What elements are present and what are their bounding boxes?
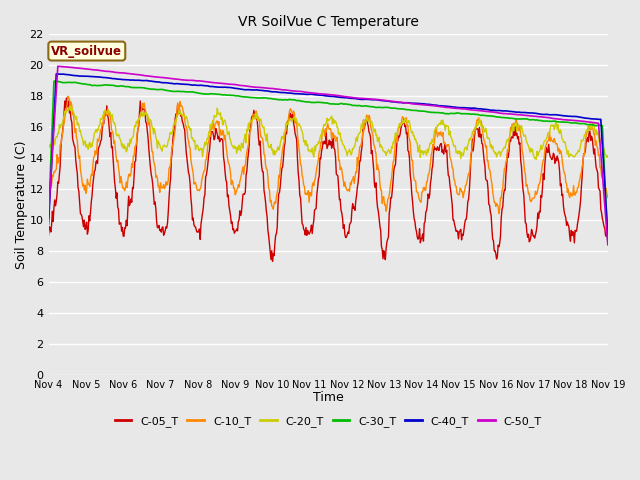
C-50_T	[413, 101, 421, 107]
C-20_T	[532, 156, 540, 162]
C-50_T	[397, 99, 404, 105]
C-10_T	[55, 155, 63, 161]
Line: C-10_T: C-10_T	[49, 96, 608, 214]
Text: VR_soilvue: VR_soilvue	[51, 45, 122, 58]
C-05_T	[604, 232, 612, 238]
C-50_T	[54, 63, 61, 69]
C-40_T	[170, 81, 177, 87]
C-10_T	[170, 137, 177, 143]
C-50_T	[56, 63, 63, 69]
C-05_T	[200, 205, 207, 211]
C-40_T	[200, 83, 207, 88]
C-20_T	[55, 130, 63, 136]
C-30_T	[51, 78, 59, 84]
C-20_T	[170, 120, 177, 126]
C-05_T	[170, 130, 177, 135]
Line: C-20_T: C-20_T	[49, 106, 608, 159]
C-40_T	[604, 232, 612, 238]
C-50_T	[113, 70, 121, 75]
C-40_T	[56, 71, 63, 77]
C-05_T	[269, 258, 276, 264]
C-05_T	[398, 123, 406, 129]
C-40_T	[52, 71, 60, 77]
C-50_T	[200, 78, 207, 84]
C-05_T	[45, 232, 52, 238]
C-10_T	[45, 180, 52, 186]
Line: C-30_T: C-30_T	[49, 81, 608, 242]
C-20_T	[413, 140, 421, 145]
C-05_T	[113, 190, 121, 196]
C-20_T	[45, 145, 52, 151]
Line: C-40_T: C-40_T	[49, 74, 608, 235]
C-10_T	[64, 94, 72, 99]
Legend: C-05_T, C-10_T, C-20_T, C-30_T, C-40_T, C-50_T: C-05_T, C-10_T, C-20_T, C-30_T, C-40_T, …	[110, 411, 546, 431]
C-20_T	[604, 153, 612, 158]
C-30_T	[113, 84, 121, 89]
C-30_T	[56, 79, 63, 84]
C-10_T	[397, 122, 404, 128]
C-05_T	[63, 95, 70, 101]
C-30_T	[170, 89, 177, 95]
C-30_T	[397, 106, 404, 112]
C-50_T	[170, 76, 177, 82]
C-40_T	[113, 76, 121, 82]
C-05_T	[414, 236, 422, 242]
C-20_T	[113, 133, 121, 139]
C-05_T	[55, 180, 63, 186]
C-30_T	[45, 216, 52, 221]
C-30_T	[604, 239, 612, 245]
C-30_T	[200, 91, 207, 97]
Y-axis label: Soil Temperature (C): Soil Temperature (C)	[15, 141, 28, 269]
Line: C-05_T: C-05_T	[49, 98, 608, 261]
X-axis label: Time: Time	[313, 392, 344, 405]
C-10_T	[604, 194, 612, 200]
C-40_T	[45, 222, 52, 228]
C-30_T	[413, 108, 421, 113]
C-40_T	[397, 99, 404, 105]
C-10_T	[495, 211, 503, 216]
C-50_T	[45, 212, 52, 217]
Line: C-50_T: C-50_T	[49, 66, 608, 245]
C-10_T	[113, 159, 121, 165]
C-20_T	[67, 103, 74, 108]
Title: VR SoilVue C Temperature: VR SoilVue C Temperature	[237, 15, 419, 29]
C-10_T	[200, 170, 207, 176]
C-20_T	[200, 146, 207, 152]
C-10_T	[413, 189, 421, 195]
C-50_T	[604, 242, 612, 248]
C-40_T	[413, 100, 421, 106]
C-20_T	[397, 123, 404, 129]
